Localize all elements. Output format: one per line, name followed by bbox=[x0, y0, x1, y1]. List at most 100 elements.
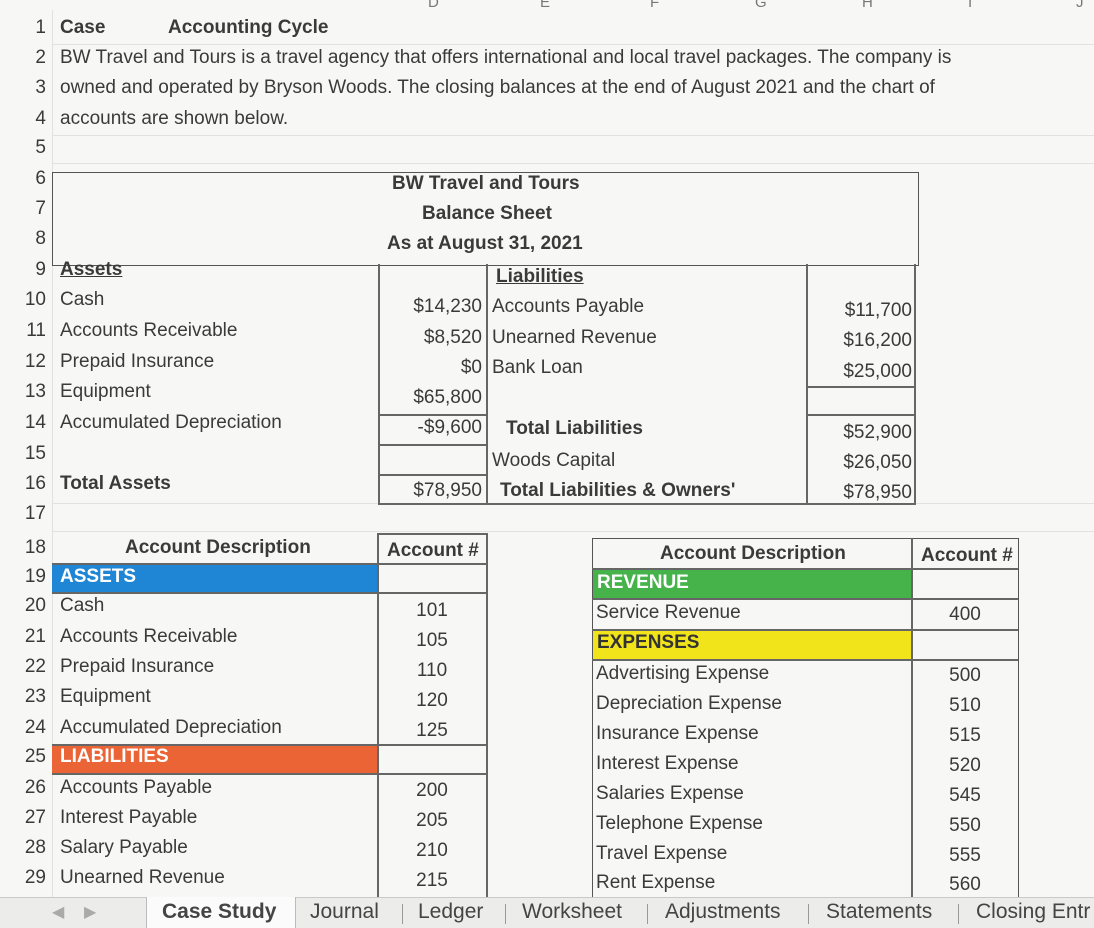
row-number[interactable]: 20 bbox=[24, 595, 46, 616]
account-number: 110 bbox=[416, 660, 448, 681]
capital-value: $26,050 bbox=[843, 452, 912, 473]
gridline bbox=[52, 135, 1094, 136]
row-number[interactable]: 4 bbox=[35, 108, 46, 129]
assets-fill bbox=[52, 563, 377, 592]
column-header-j[interactable]: J bbox=[1076, 0, 1084, 11]
tab-journal[interactable]: Journal bbox=[310, 900, 379, 923]
row-number[interactable]: 12 bbox=[24, 351, 46, 372]
account-number: 120 bbox=[416, 690, 448, 711]
account-number: 560 bbox=[949, 874, 981, 895]
account-number: 105 bbox=[416, 630, 448, 651]
liability-value: $25,000 bbox=[843, 361, 912, 382]
spreadsheet-grid[interactable]: D E F G H I J 1 2 3 4 5 6 7 8 9 10 11 12 13 14 15 16 17 1… bbox=[0, 0, 1094, 897]
row-number[interactable]: 22 bbox=[24, 656, 46, 677]
asset-name: Prepaid Insurance bbox=[60, 351, 215, 372]
gridline bbox=[52, 10, 53, 897]
case-description-line: BW Travel and Tours is a travel agency t… bbox=[60, 47, 952, 68]
account-number: 215 bbox=[416, 870, 448, 891]
tab-worksheet[interactable]: Worksheet bbox=[522, 900, 622, 923]
tab-closing-entries[interactable]: Closing Entr bbox=[976, 900, 1091, 923]
row-number[interactable]: 16 bbox=[24, 473, 46, 494]
column-header-e[interactable]: E bbox=[540, 0, 551, 11]
gridline bbox=[52, 44, 1094, 45]
case-description-line: accounts are shown below. bbox=[60, 108, 289, 129]
account-name: Unearned Revenue bbox=[60, 867, 225, 888]
assets-category-label: ASSETS bbox=[60, 566, 137, 587]
row-number[interactable]: 25 bbox=[24, 746, 46, 767]
account-name: Salaries Expense bbox=[596, 783, 744, 804]
tab-separator bbox=[958, 904, 959, 924]
total-assets-value: $78,950 bbox=[413, 480, 482, 501]
account-description-header: Account Description bbox=[125, 537, 311, 558]
cell-border bbox=[377, 533, 487, 535]
total-liabilities-equity-value: $78,950 bbox=[843, 482, 912, 503]
row-number[interactable]: 8 bbox=[35, 228, 46, 249]
row-number[interactable]: 26 bbox=[24, 777, 46, 798]
tab-case-study[interactable]: Case Study bbox=[162, 900, 277, 923]
column-header-i[interactable]: I bbox=[968, 0, 973, 11]
row-number[interactable]: 29 bbox=[24, 867, 46, 888]
liability-name: Accounts Payable bbox=[492, 296, 645, 317]
tab-adjustments[interactable]: Adjustments bbox=[665, 900, 781, 923]
row-number[interactable]: 18 bbox=[24, 537, 46, 558]
column-header-d[interactable]: D bbox=[428, 0, 439, 11]
account-name: Travel Expense bbox=[596, 843, 728, 864]
total-liabilities-value: $52,900 bbox=[843, 422, 912, 443]
row-number[interactable]: 1 bbox=[35, 17, 46, 38]
row-number[interactable]: 24 bbox=[24, 717, 46, 738]
row-number[interactable]: 17 bbox=[24, 503, 46, 524]
assets-heading: Assets bbox=[60, 259, 123, 280]
asset-name: Cash bbox=[60, 289, 105, 310]
account-name: Prepaid Insurance bbox=[60, 656, 215, 677]
account-number: 205 bbox=[416, 810, 448, 831]
row-number[interactable]: 21 bbox=[24, 626, 46, 647]
liabilities-heading: Liabilities bbox=[496, 266, 584, 287]
row-number[interactable]: 19 bbox=[24, 566, 46, 587]
asset-name: Accounts Receivable bbox=[60, 320, 238, 341]
row-number[interactable]: 28 bbox=[24, 837, 46, 858]
tab-separator bbox=[808, 904, 809, 924]
tab-statements[interactable]: Statements bbox=[826, 900, 933, 923]
cell-border bbox=[592, 659, 1018, 661]
row-number[interactable]: 13 bbox=[24, 381, 46, 402]
gridline bbox=[52, 163, 1094, 164]
column-header-f[interactable]: F bbox=[650, 0, 660, 11]
row-number[interactable]: 27 bbox=[24, 807, 46, 828]
account-name: Accounts Receivable bbox=[60, 626, 238, 647]
row-number[interactable]: 23 bbox=[24, 686, 46, 707]
row-number[interactable]: 14 bbox=[24, 412, 46, 433]
account-name: Cash bbox=[60, 595, 105, 616]
tab-ledger[interactable]: Ledger bbox=[418, 900, 484, 923]
balance-sheet-date: As at August 31, 2021 bbox=[387, 233, 583, 254]
row-number[interactable]: 7 bbox=[35, 198, 46, 219]
row-number[interactable]: 3 bbox=[35, 77, 46, 98]
total-liabilities-equity-label: Total Liabilities & Owners' bbox=[500, 480, 736, 501]
tab-separator bbox=[647, 904, 648, 924]
cell-border bbox=[378, 444, 486, 446]
scroll-tabs-left-icon[interactable]: ◀ bbox=[52, 904, 65, 921]
account-number: 515 bbox=[949, 725, 981, 746]
gridline bbox=[52, 531, 1094, 532]
cell-border bbox=[486, 264, 488, 504]
expenses-category-label: EXPENSES bbox=[597, 632, 700, 653]
cell-border bbox=[378, 503, 916, 505]
asset-value: $65,800 bbox=[413, 387, 482, 408]
row-number[interactable]: 11 bbox=[26, 320, 46, 341]
liability-name: Unearned Revenue bbox=[492, 327, 657, 348]
account-name: Salary Payable bbox=[60, 837, 188, 858]
asset-name: Accumulated Depreciation bbox=[60, 412, 282, 433]
row-number[interactable]: 6 bbox=[35, 168, 46, 189]
account-name: Interest Expense bbox=[596, 753, 739, 774]
total-assets-label: Total Assets bbox=[60, 473, 171, 494]
row-number[interactable]: 2 bbox=[35, 47, 46, 68]
row-number[interactable]: 15 bbox=[24, 443, 46, 464]
scroll-tabs-right-icon[interactable]: ▶ bbox=[84, 904, 97, 921]
column-header-g[interactable]: G bbox=[755, 0, 767, 11]
total-liabilities-label: Total Liabilities bbox=[506, 418, 643, 439]
row-number[interactable]: 9 bbox=[35, 259, 46, 280]
cell-border bbox=[911, 538, 913, 897]
column-header-h[interactable]: H bbox=[862, 0, 873, 11]
row-number[interactable]: 10 bbox=[24, 289, 46, 310]
cell-border bbox=[914, 264, 916, 504]
row-number[interactable]: 5 bbox=[35, 137, 46, 158]
